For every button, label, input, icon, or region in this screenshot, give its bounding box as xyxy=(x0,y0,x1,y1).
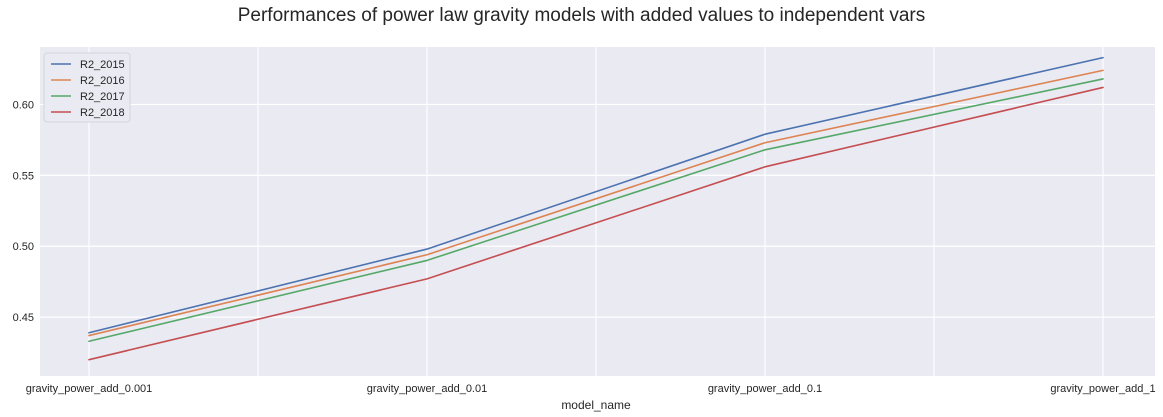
grid-lines xyxy=(40,47,1155,376)
legend-box xyxy=(43,52,131,123)
x-tick-label: gravity_power_add_1 xyxy=(1050,383,1155,395)
chart-title: Performances of power law gravity models… xyxy=(237,5,926,26)
y-tick-labels: 0.45 0.50 0.55 0.60 xyxy=(13,99,34,324)
legend-label: R2_2016 xyxy=(80,75,125,87)
series-line-r2-2017 xyxy=(88,78,1104,343)
legend: R2_2015 R2_2016 R2_2017 R2_2018 xyxy=(43,52,131,123)
series-line-r2-2015 xyxy=(88,56,1104,334)
series-line-r2-2018 xyxy=(88,86,1104,361)
legend-label: R2_2018 xyxy=(80,107,125,119)
x-tick-labels: gravity_power_add_0.001 gravity_power_add… xyxy=(26,383,1156,395)
y-tick-label: 0.60 xyxy=(13,99,34,111)
series-layer xyxy=(88,56,1104,361)
x-tick-label: gravity_power_add_0.1 xyxy=(708,383,822,395)
legend-label: R2_2017 xyxy=(80,91,125,103)
plot-area xyxy=(40,47,1155,376)
x-tick-label: gravity_power_add_0.001 xyxy=(26,383,153,395)
legend-label: R2_2015 xyxy=(80,59,125,71)
y-tick-label: 0.45 xyxy=(13,312,34,324)
y-tick-label: 0.55 xyxy=(13,170,34,182)
x-tick-label: gravity_power_add_0.01 xyxy=(367,383,487,395)
series-line-r2-2016 xyxy=(88,69,1104,337)
y-tick-label: 0.50 xyxy=(13,241,34,253)
x-axis-label: model_name xyxy=(561,398,631,412)
